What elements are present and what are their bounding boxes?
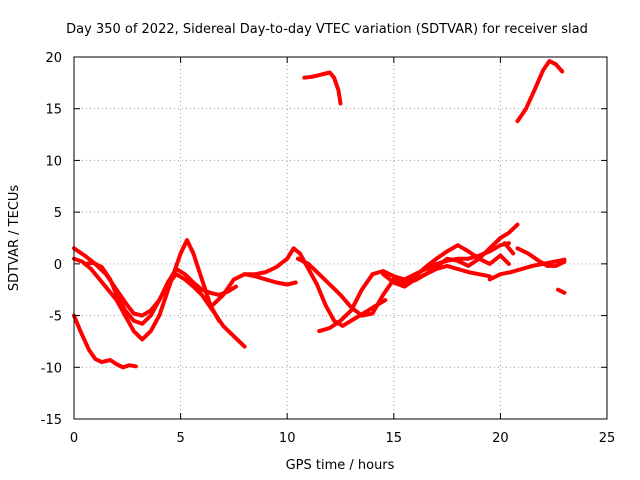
series-line-s17	[515, 59, 565, 124]
grid	[74, 57, 607, 419]
tick-labels: 0 5 10 15 20 25 -15 -10 -5 0 5 10 15 20	[41, 51, 616, 446]
x-axis-label: GPS time / hours	[286, 458, 395, 473]
series-line-s3	[72, 238, 221, 342]
series-line-s7	[295, 256, 396, 318]
x-tick-label: 10	[279, 431, 296, 446]
series-line-s15	[556, 287, 567, 295]
y-tick-label: -5	[49, 310, 62, 325]
x-tick-label: 25	[599, 431, 616, 446]
series-line-s4	[82, 260, 238, 326]
y-tick-label: 20	[45, 51, 62, 66]
y-tick-label: -10	[41, 361, 62, 376]
y-axis-label: SDTVAR / TECUs	[7, 185, 22, 292]
series-line-s1	[72, 313, 138, 370]
y-tick-label: -15	[41, 413, 62, 428]
series-line-s6	[242, 272, 298, 287]
series-line-s16	[302, 70, 343, 106]
series-line-s14	[515, 246, 567, 268]
series-line-s10	[402, 243, 511, 287]
x-tick-label: 5	[176, 431, 184, 446]
series-line-s11	[391, 263, 492, 285]
x-tick-label: 15	[386, 431, 403, 446]
chart-title: Day 350 of 2022, Sidereal Day-to-day VTE…	[66, 22, 588, 37]
series-line-s13	[502, 241, 516, 256]
y-tick-label: 15	[45, 103, 62, 118]
x-tick-label: 0	[70, 431, 78, 446]
series-group	[72, 59, 567, 370]
plot-frame	[73, 56, 608, 420]
y-tick-label: 10	[45, 154, 62, 169]
series-line-s12	[487, 257, 567, 282]
y-tick-label: 0	[54, 258, 62, 273]
y-tick-label: 5	[54, 206, 62, 221]
x-tick-label: 20	[492, 431, 509, 446]
